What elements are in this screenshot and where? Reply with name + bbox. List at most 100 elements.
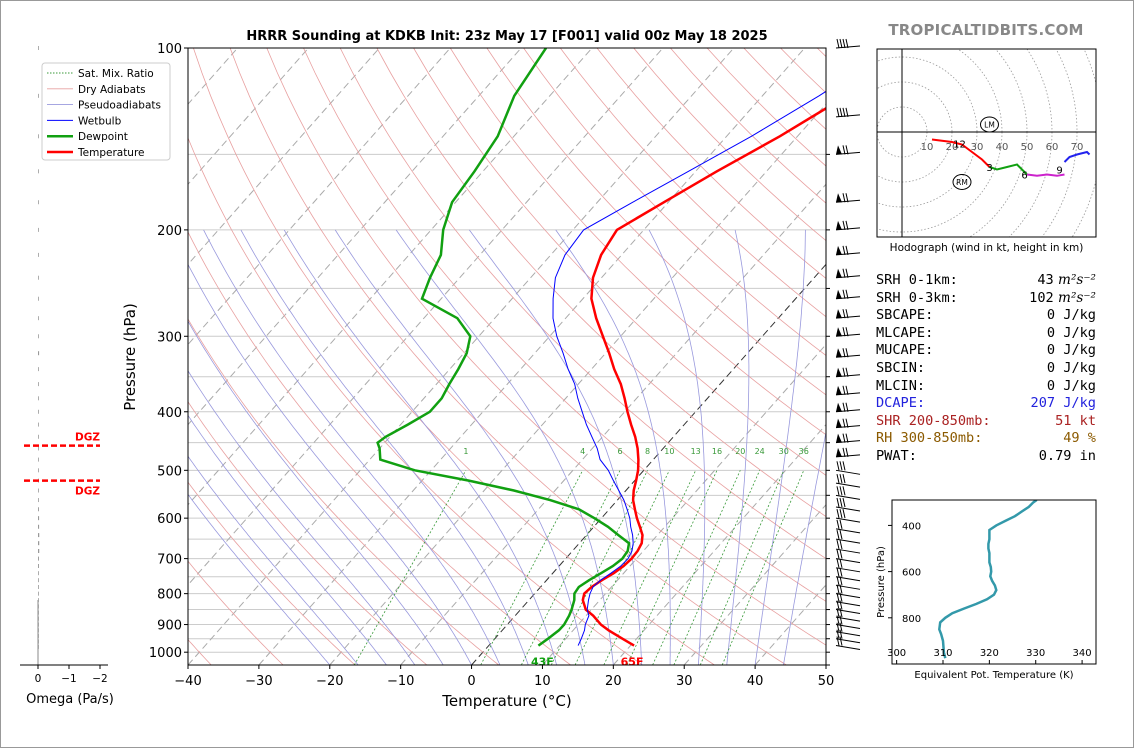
skewt-axes-frame — [187, 47, 827, 666]
hodograph-ring-label: 20 — [946, 142, 959, 153]
theta-e-line — [938, 500, 1038, 659]
param-row: SBCIN: 0 J/kg — [876, 360, 1096, 378]
legend-label: Pseudoadiabats — [78, 100, 161, 112]
wind-barb-feather — [845, 38, 849, 49]
mixing-ratio-line — [480, 470, 584, 665]
wind-barb-flag — [836, 327, 842, 337]
isotherm — [612, 423, 826, 665]
param-unit: m²s⁻² — [1053, 289, 1096, 306]
hodograph-segment — [989, 163, 1028, 176]
wind-barb-feather — [845, 348, 849, 358]
hodograph-segment — [1063, 150, 1091, 163]
isotherm — [683, 503, 826, 665]
param-row: MLCAPE: 0 J/kg — [876, 325, 1096, 343]
x-tick-label: 30 — [676, 674, 693, 689]
dry-adiabat — [266, 48, 826, 646]
x-tick-label: 40 — [747, 674, 764, 689]
storm-motion-label: LM — [984, 121, 995, 130]
hodograph-segment — [931, 138, 991, 168]
wind-barb-feather — [836, 519, 840, 529]
param-value: 0 J/kg — [1046, 359, 1096, 376]
omega-bar — [38, 591, 39, 596]
mixing-ratio-label: 10 — [664, 447, 674, 456]
wind-barb — [835, 469, 861, 475]
param-label: SBCIN: — [876, 359, 926, 376]
param-row: PWAT: 0.79 in — [876, 448, 1096, 466]
hodograph-caption: Hodograph (wind in kt, height in km) — [890, 242, 1084, 254]
wind-barb-feather — [845, 402, 849, 412]
wind-barb-flag — [836, 418, 842, 428]
isotherm — [188, 48, 593, 506]
hodograph-ring-label: 30 — [971, 142, 984, 153]
wind-barb-feather — [836, 474, 840, 484]
x-tick-label: 20 — [605, 674, 622, 689]
wind-barb-feather — [836, 592, 840, 602]
omega-bar — [38, 488, 39, 493]
legend-label: Temperature — [77, 147, 145, 159]
dry-adiabat — [188, 231, 571, 665]
legend-box — [41, 62, 171, 161]
wind-barb-feather — [839, 636, 843, 646]
wind-barb — [835, 528, 861, 534]
omega-bar — [38, 334, 39, 339]
theta-x-tick-label: 320 — [980, 648, 999, 659]
mixing-ratio-line — [721, 470, 805, 665]
wind-barb-flag — [836, 402, 842, 412]
pseudoadiabat — [648, 229, 706, 665]
dry-adiabat — [188, 481, 356, 665]
x-tick-label: 0 — [467, 674, 475, 689]
wind-barb-feather — [836, 38, 840, 49]
wind-barb — [835, 631, 861, 637]
omega-bar — [38, 169, 39, 174]
x-tick-label: 10 — [534, 674, 551, 689]
storm-motion-marker — [952, 174, 972, 190]
isotherm — [188, 48, 451, 346]
theta-y-tick-label: 800 — [902, 614, 921, 625]
omega-tick-label: −1 — [61, 673, 76, 685]
param-value: 102 m²s⁻² — [1029, 289, 1096, 306]
dry-adiabat — [188, 318, 500, 665]
isotherm — [188, 48, 735, 665]
y-axis-label: Pressure (hPa) — [121, 303, 139, 411]
omega-bar — [38, 351, 40, 356]
omega-bar — [38, 382, 39, 387]
wind-barb — [835, 645, 861, 651]
wind-barb-feather — [839, 461, 843, 471]
param-row: MUCAPE: 0 J/kg — [876, 342, 1096, 360]
omega-bar — [38, 422, 39, 427]
y-tick-label: 1000 — [149, 646, 182, 661]
wind-barb-feather — [836, 608, 840, 618]
pseudoadiabat — [395, 229, 614, 665]
wind-barb-feather — [839, 38, 843, 49]
legend-label: Sat. Mix. Ratio — [78, 68, 154, 80]
hodograph-segment — [1026, 173, 1065, 177]
wind-barb — [835, 584, 861, 590]
dewpoint-line — [376, 48, 631, 647]
wind-barb — [835, 616, 861, 622]
omega-bar — [38, 396, 39, 401]
dry-adiabat — [303, 48, 826, 602]
mixing-ratio-label: 1 — [463, 447, 468, 456]
wind-barb-feather — [842, 418, 846, 428]
wind-barb-feather — [839, 519, 843, 529]
omega-bar — [38, 275, 39, 280]
wind-barb-feather — [836, 622, 840, 632]
y-tick-label: 100 — [157, 42, 182, 57]
wind-barb-feather — [839, 497, 843, 508]
wind-barb-feather — [842, 309, 846, 319]
wind-barb-feather — [839, 558, 843, 568]
isotherm — [258, 48, 806, 665]
storm-motion-label: RM — [956, 178, 968, 187]
wind-barb-feather — [836, 539, 840, 550]
wind-barb-feather — [839, 549, 843, 559]
dry-adiabat — [449, 48, 826, 436]
dry-adiabat — [486, 48, 826, 396]
wind-barb — [835, 494, 861, 500]
param-label: SHR 200-850mb: — [876, 412, 991, 429]
wind-barb-feather — [845, 309, 849, 319]
mixing-ratio-label: 8 — [645, 447, 650, 456]
wind-barb — [835, 638, 861, 644]
legend-label: Dry Adiabats — [78, 84, 146, 96]
pseudoadiabat — [188, 263, 472, 665]
dry-adiabat — [559, 48, 826, 318]
